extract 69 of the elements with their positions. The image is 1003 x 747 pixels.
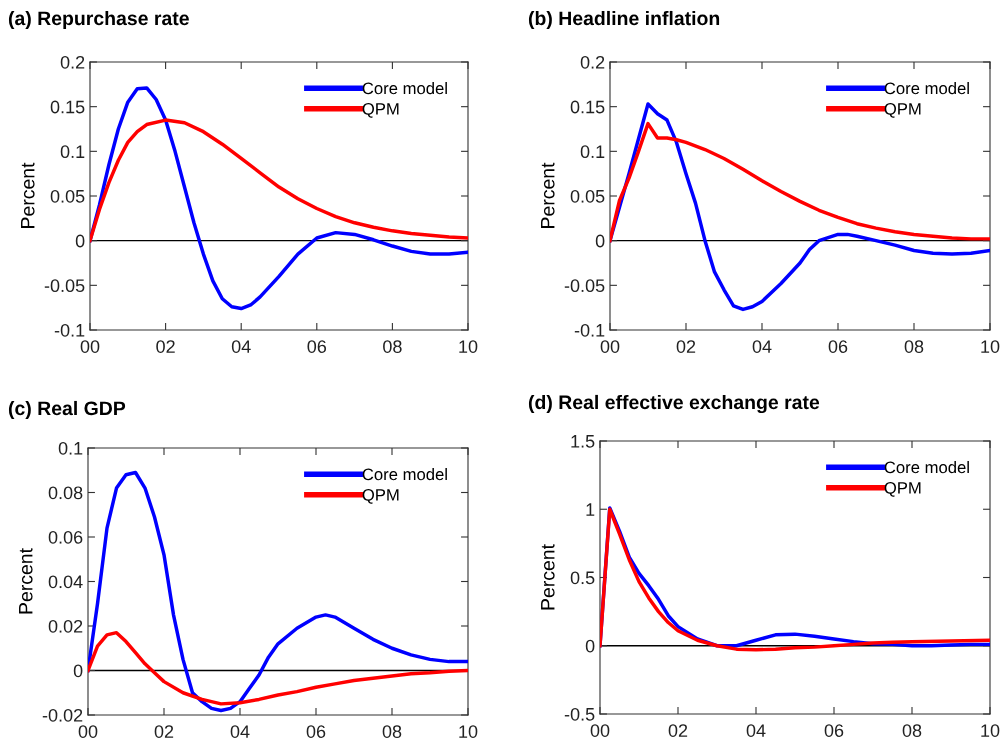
x-tick-label: 10 (459, 340, 478, 353)
x-tick-label: 04 (231, 340, 251, 353)
x-tick-label: 06 (307, 340, 327, 353)
y-tick-label: 0.1 (580, 145, 605, 159)
legend-label: QPM (884, 102, 921, 118)
x-tick-label: 04 (752, 340, 772, 353)
y-tick-label: -0.1 (574, 323, 605, 337)
y-axis-title: Percent (19, 548, 33, 614)
legend-label: QPM (884, 481, 921, 497)
x-tick-label: 08 (902, 724, 922, 737)
x-tick-label: 02 (668, 724, 688, 737)
y-tick-label: 0.1 (60, 145, 85, 159)
x-tick-label: 04 (230, 725, 250, 738)
y-tick-label: -0.05 (564, 279, 605, 293)
legend-label: Core model (884, 461, 969, 474)
x-tick-label: 00 (78, 725, 98, 738)
x-tick-label: 06 (828, 340, 848, 353)
chart-title: (b) Headline inflation (528, 10, 720, 30)
y-tick-label: 0.2 (60, 55, 85, 69)
y-tick-label: 0.02 (48, 619, 83, 633)
y-tick-label: 0 (75, 234, 85, 248)
y-axis-title: Percent (541, 162, 555, 228)
y-tick-label: -0.02 (42, 708, 83, 722)
legend-label: QPM (362, 102, 399, 118)
y-tick-label: 0 (73, 664, 83, 678)
y-tick-label: 0 (585, 639, 595, 653)
y-tick-label: -0.05 (44, 279, 85, 293)
y-tick-label: -0.5 (564, 707, 595, 721)
legend-label: QPM (362, 488, 399, 504)
line-series (88, 630, 468, 706)
legend-label: Core model (362, 82, 447, 95)
x-tick-label: 02 (156, 340, 175, 353)
chart-title: (a) Repurchase rate (8, 10, 189, 30)
x-tick-label: 00 (590, 724, 610, 737)
chart-title: (d) Real effective exchange rate (528, 394, 820, 414)
y-tick-label: 0.05 (50, 189, 85, 203)
x-tick-label: 06 (306, 725, 326, 738)
x-tick-label: 08 (382, 725, 402, 738)
x-tick-label: 08 (904, 340, 924, 353)
y-tick-label: 0.05 (570, 189, 605, 203)
y-axis-title: Percent (21, 162, 35, 228)
x-tick-label: 10 (981, 724, 1000, 737)
x-tick-label: 00 (80, 340, 100, 353)
y-tick-label: -0.1 (54, 323, 85, 337)
x-tick-label: 10 (459, 725, 478, 738)
y-tick-label: 1.5 (571, 435, 595, 448)
y-tick-label: 0 (595, 234, 605, 248)
x-tick-label: 02 (154, 725, 174, 738)
x-tick-label: 10 (981, 340, 1000, 353)
y-tick-label: 0.15 (570, 100, 605, 114)
y-tick-label: 0.5 (570, 571, 595, 585)
legend-label: Core model (362, 468, 447, 481)
y-tick-label: 0.2 (580, 55, 605, 69)
line-series (90, 118, 468, 243)
x-tick-label: 06 (824, 724, 844, 737)
y-tick-label: 1 (586, 503, 595, 516)
y-tick-label: 0.15 (50, 100, 85, 114)
legend-label: Core model (884, 82, 969, 95)
line-series (610, 121, 990, 243)
x-tick-label: 02 (676, 340, 696, 353)
y-tick-label: 0.06 (48, 530, 83, 544)
x-tick-label: 08 (383, 340, 402, 353)
y-axis-title: Percent (541, 544, 555, 610)
y-tick-label: 0.1 (58, 441, 83, 455)
chart-title: (c) Real GDP (8, 400, 126, 420)
x-tick-label: 04 (746, 724, 766, 737)
x-tick-label: 00 (600, 340, 620, 353)
y-tick-label: 0.08 (48, 486, 83, 500)
y-tick-label: 0.04 (48, 575, 83, 589)
